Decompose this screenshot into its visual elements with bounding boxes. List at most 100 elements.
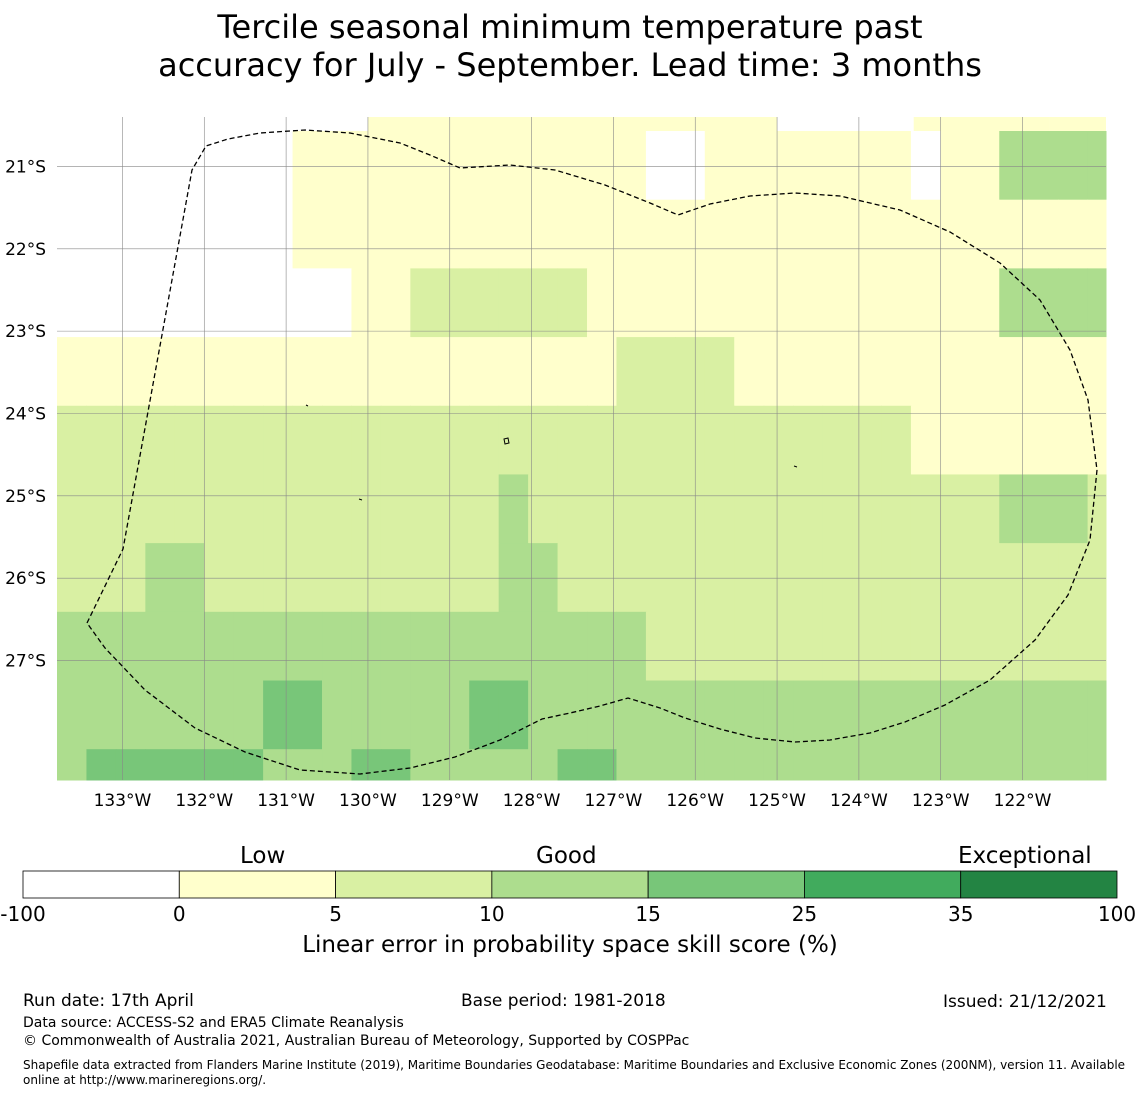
skill-cell: [292, 680, 323, 750]
latitude-tick-label: 23°S: [5, 322, 46, 342]
base-period: Base period: 1981-2018: [461, 991, 666, 1011]
skill-cell: [793, 474, 824, 544]
colorbar-tick-label: -100: [0, 902, 46, 926]
skill-cell: [263, 680, 294, 750]
skill-cell: [910, 611, 941, 682]
skill-cell: [587, 405, 617, 475]
skill-cell: [263, 268, 294, 338]
skill-cell: [439, 749, 470, 781]
skill-cell: [587, 268, 617, 338]
skill-cell: [822, 611, 853, 682]
colorbar: [22, 870, 1118, 899]
skill-cell: [822, 131, 853, 201]
skill-cell: [557, 680, 588, 750]
skill-cell: [969, 749, 1000, 781]
skill-cell: [645, 749, 676, 781]
skill-cell: [498, 268, 529, 338]
colorbar-tick-label: 35: [947, 902, 974, 926]
skill-cell: [528, 405, 559, 475]
skill-cell: [587, 611, 617, 682]
colorbar-category-low: Low: [240, 843, 286, 869]
skill-cell: [910, 749, 941, 781]
skill-cell: [587, 474, 617, 544]
skill-cell: [469, 749, 500, 781]
skill-cell: [410, 199, 441, 269]
chart-title-line-1: Tercile seasonal minimum temperature pas…: [217, 8, 923, 46]
skill-cell: [616, 268, 647, 338]
skill-cell: [174, 680, 205, 750]
skill-cell: [145, 199, 176, 269]
skill-cell: [1058, 749, 1089, 781]
skill-cell: [322, 680, 352, 750]
skill-cell: [469, 611, 500, 682]
skill-cell: [881, 337, 912, 407]
skill-cell: [439, 474, 470, 544]
skill-cell: [763, 680, 794, 750]
skill-cell: [498, 680, 529, 750]
skill-cell: [940, 337, 971, 407]
skill-cell: [292, 131, 323, 201]
skill-cell: [999, 199, 1030, 269]
skill-cell: [675, 337, 706, 407]
skill-cell: [675, 543, 706, 613]
skill-cell: [675, 474, 706, 544]
skill-cell: [793, 405, 824, 475]
skill-cell: [322, 131, 352, 201]
skill-cell-top-band: [1049, 117, 1106, 132]
skill-cell: [115, 131, 146, 201]
latitude-tick-label: 22°S: [5, 240, 46, 260]
skill-cell: [910, 680, 941, 750]
skill-cell: [498, 474, 529, 544]
skill-cell: [380, 199, 411, 269]
skill-cell: [263, 611, 294, 682]
skill-cell: [410, 543, 441, 613]
skill-cell: [999, 337, 1030, 407]
skill-cell: [469, 337, 500, 407]
skill-cell: [587, 543, 617, 613]
skill-cell: [557, 131, 588, 201]
skill-cell: [469, 474, 500, 544]
skill-cell: [380, 405, 411, 475]
skill-cell: [999, 611, 1030, 682]
skill-cell: [940, 405, 971, 475]
skill-cell: [675, 268, 706, 338]
skill-cell: [498, 749, 529, 781]
skill-cell: [233, 611, 264, 682]
skill-cell: [734, 611, 765, 682]
skill-cell: [528, 749, 559, 781]
skill-cell: [1058, 337, 1089, 407]
skill-cell: [292, 337, 323, 407]
colorbar-tick-label: 5: [329, 902, 342, 926]
skill-cell: [852, 543, 882, 613]
skill-cell: [204, 337, 235, 407]
skill-cell: [115, 611, 146, 682]
skill-cell: [1028, 405, 1059, 475]
skill-cell: [969, 337, 1000, 407]
skill-cell: [322, 543, 352, 613]
skill-cell: [204, 131, 235, 201]
skill-cell: [204, 199, 235, 269]
skill-cell: [263, 131, 294, 201]
skill-cell: [322, 268, 352, 338]
skill-cell: [557, 268, 588, 338]
skill-cell: [204, 611, 235, 682]
skill-cell: [1087, 337, 1107, 407]
skill-cell: [292, 199, 323, 269]
skill-cell: [616, 474, 647, 544]
skill-cell: [380, 268, 411, 338]
skill-cell: [174, 131, 205, 201]
skill-cell: [910, 405, 941, 475]
skill-cell: [174, 611, 205, 682]
skill-cell: [704, 337, 735, 407]
skill-cell: [528, 268, 559, 338]
longitude-tick-label: 130°W: [339, 791, 397, 811]
skill-cell: [557, 543, 588, 613]
skill-cell: [940, 611, 971, 682]
skill-cell: [910, 131, 941, 201]
issued-date: Issued: 21/12/2021: [943, 992, 1107, 1012]
longitude-tick-label: 125°W: [748, 791, 806, 811]
skill-cell: [910, 268, 941, 338]
skill-cell: [881, 268, 912, 338]
skill-cell: [852, 749, 882, 781]
skill-cell: [969, 474, 1000, 544]
